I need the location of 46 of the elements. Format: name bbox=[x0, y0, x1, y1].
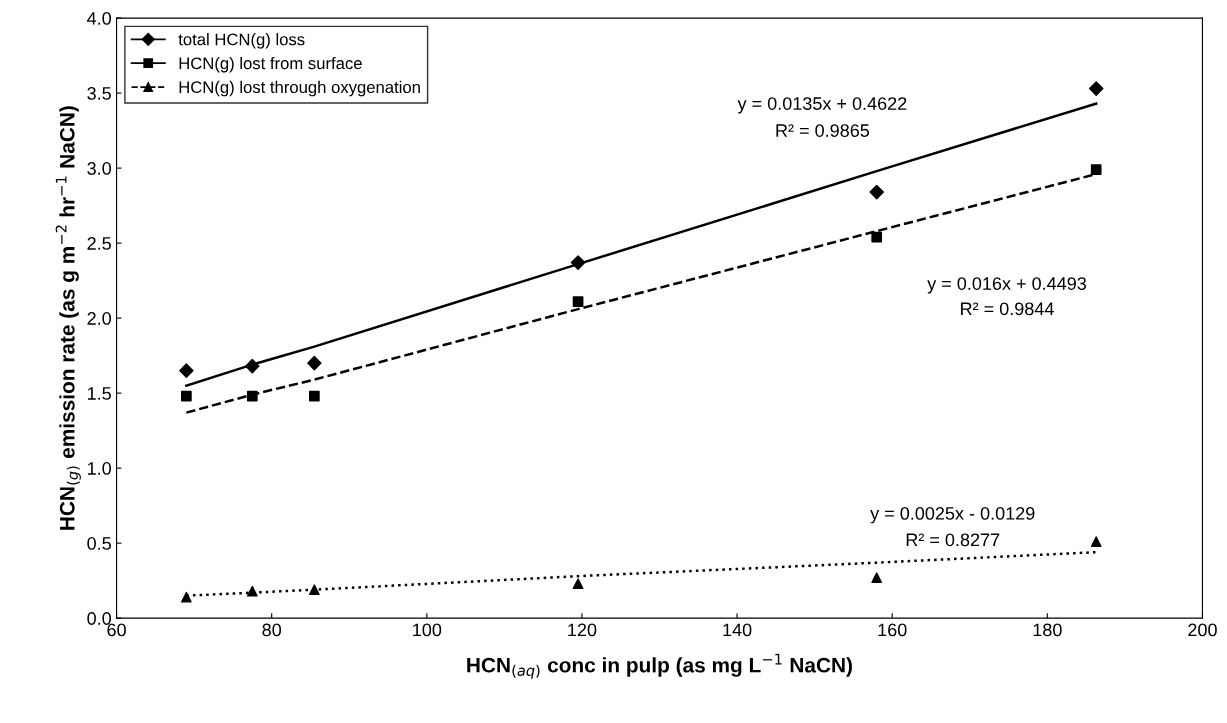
annotation: R² = 0.8277 bbox=[906, 533, 1000, 547]
x-tick-label: 180 bbox=[1033, 623, 1062, 637]
x-axis-title: HCN$_{(aq)}$ conc in pulp (as mg L$^{−1}$ NaCN) bbox=[467, 653, 852, 679]
point bbox=[246, 585, 258, 597]
annotation: R² = 0.9844 bbox=[961, 302, 1054, 316]
x-tick-label: 60 bbox=[107, 623, 126, 637]
legend-label: HCN(g) lost from surface bbox=[179, 56, 362, 73]
point bbox=[179, 363, 194, 378]
point bbox=[308, 584, 320, 596]
point bbox=[246, 390, 258, 402]
point bbox=[570, 255, 586, 270]
point bbox=[1090, 164, 1102, 175]
x-tick-label: 80 bbox=[262, 623, 282, 637]
annotation: y = 0.016x + 0.4493 bbox=[927, 277, 1087, 294]
annotation: y = 0.0135x + 0.4622 bbox=[737, 97, 907, 114]
annotation: R² = 0.9865 bbox=[776, 124, 870, 137]
point bbox=[181, 390, 192, 402]
y-axis-title: HCN$_{(g)}$ emission rate (as g m$^{−2}$ hr$^{−1}$ NaCN) bbox=[55, 106, 81, 530]
point bbox=[181, 591, 192, 603]
point bbox=[1088, 81, 1104, 96]
y-tick-label: 3.0 bbox=[87, 162, 111, 175]
y-tick-label: 1.0 bbox=[87, 462, 111, 475]
point bbox=[245, 358, 260, 374]
y-tick-label: 0.5 bbox=[87, 537, 111, 550]
annotation: y = 0.0025x - 0.0129 bbox=[870, 507, 1035, 524]
point bbox=[871, 231, 883, 243]
legend-label: HCN(g) lost through oxygenation bbox=[179, 80, 420, 97]
point bbox=[1090, 536, 1102, 548]
x-tick-label: 200 bbox=[1188, 623, 1217, 637]
point bbox=[572, 296, 584, 307]
point bbox=[572, 578, 584, 590]
y-tick-label: 2.0 bbox=[87, 312, 111, 325]
point bbox=[869, 184, 884, 200]
y-tick-label: 3.5 bbox=[87, 87, 111, 100]
x-tick-label: 160 bbox=[878, 623, 907, 637]
x-tick-label: 140 bbox=[723, 623, 752, 637]
legend-label: total HCN(g) loss bbox=[178, 33, 305, 49]
x-tick-label: 120 bbox=[568, 623, 597, 637]
x-tick-label: 100 bbox=[413, 623, 442, 637]
y-tick-label: 1.5 bbox=[87, 387, 111, 400]
y-tick-label: 4.0 bbox=[87, 12, 111, 25]
point bbox=[871, 572, 883, 584]
point bbox=[307, 355, 322, 371]
y-tick-label: 2.5 bbox=[87, 237, 111, 250]
y-tick-label: 0.0 bbox=[87, 612, 111, 625]
point bbox=[308, 390, 320, 402]
